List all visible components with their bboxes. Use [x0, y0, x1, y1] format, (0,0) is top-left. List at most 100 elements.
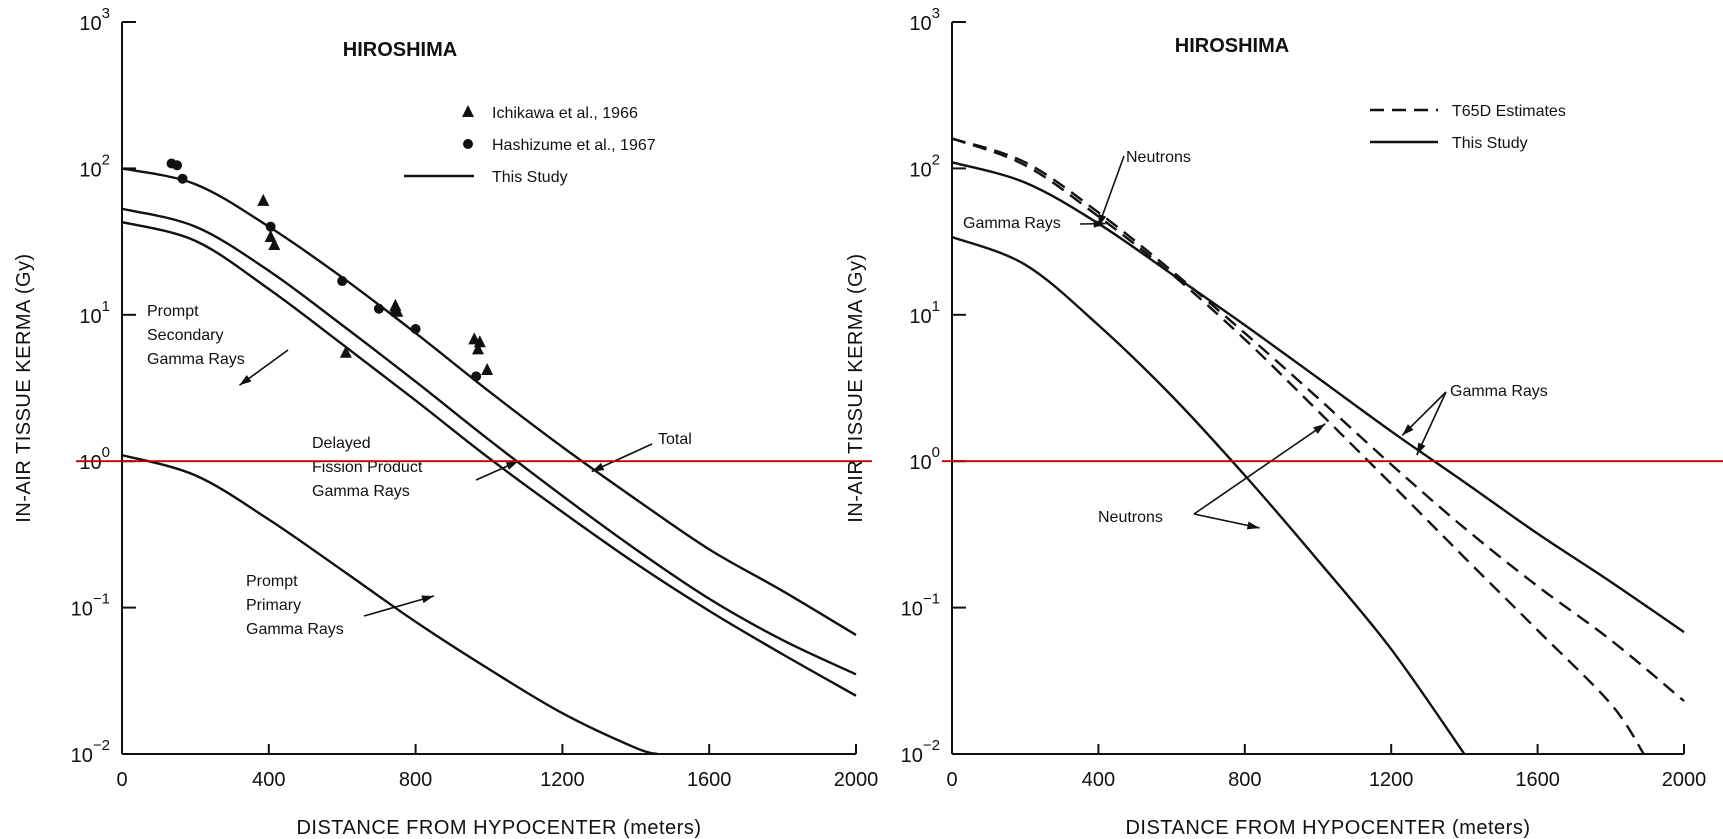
data-point-circle — [337, 276, 348, 287]
y-tick-label: 10−2 — [901, 737, 940, 767]
y-tick-base: 10 — [79, 452, 101, 474]
data-point-circle — [410, 323, 421, 334]
data-point-triangle — [339, 345, 352, 358]
y-tick-exponent: 3 — [932, 5, 940, 22]
x-tick-label: 2000 — [834, 769, 879, 791]
y-tick-base: 10 — [79, 159, 101, 181]
y-tick-label: 10−1 — [71, 591, 110, 621]
data-point-circle — [177, 173, 188, 184]
annotation-arrowhead — [1313, 423, 1326, 434]
y-tick-label: 103 — [909, 5, 940, 35]
x-axis-title: DISTANCE FROM HYPOCENTER (meters) — [296, 817, 701, 839]
y-tick-base: 10 — [909, 159, 931, 181]
y-tick-exponent: 0 — [932, 444, 940, 461]
annotation-label: Neutrons — [1098, 509, 1163, 526]
y-tick-base: 10 — [79, 13, 101, 35]
y-tick-exponent: 1 — [102, 298, 110, 315]
series-line — [951, 161, 1685, 634]
y-tick-label: 101 — [79, 298, 110, 328]
data-point-circle — [265, 221, 276, 232]
series-line — [121, 220, 857, 697]
y-tick-base: 10 — [909, 306, 931, 328]
annotation-label: Gamma Rays — [963, 215, 1061, 232]
annotation-line: Delayed — [312, 435, 371, 452]
y-tick-label: 103 — [79, 5, 110, 35]
data-point-circle — [373, 303, 384, 314]
x-tick-label: 0 — [946, 769, 957, 791]
y-tick-exponent: −1 — [93, 591, 110, 608]
legend-label: T65D Estimates — [1452, 103, 1566, 120]
annotation-line: Primary — [246, 597, 301, 614]
y-tick-label: 10−1 — [901, 591, 940, 621]
legend-label: This Study — [1452, 135, 1528, 152]
series-line — [121, 167, 857, 637]
annotation-pointer — [363, 595, 435, 617]
y-tick-exponent: 1 — [932, 298, 940, 315]
annotation-arrowhead — [1093, 219, 1106, 228]
y-tick-base: 10 — [909, 452, 931, 474]
y-tick-exponent: −1 — [923, 591, 940, 608]
legend-label: This Study — [492, 169, 568, 186]
x-axis-title: DISTANCE FROM HYPOCENTER (meters) — [1125, 817, 1530, 839]
annotation-label: Prompt Primary Gamma Rays — [246, 573, 344, 638]
data-point-triangle — [471, 342, 484, 355]
data-point-triangle — [268, 237, 281, 250]
x-tick-label: 400 — [252, 769, 285, 791]
x-tick-label: 1600 — [687, 769, 732, 791]
x-tick-label: 400 — [1082, 769, 1115, 791]
y-tick-exponent: 3 — [102, 5, 110, 22]
y-tick-label: 10−2 — [71, 737, 110, 767]
annotation-pointer — [1193, 423, 1326, 515]
data-point-triangle — [481, 362, 494, 375]
annotation-label: Neutrons — [1126, 149, 1191, 166]
y-tick-base: 10 — [79, 306, 101, 328]
y-tick-label: 101 — [909, 298, 940, 328]
y-tick-base: 10 — [901, 745, 923, 767]
y-tick-base: 10 — [71, 745, 93, 767]
series-line — [121, 207, 857, 676]
series-line — [951, 235, 1466, 755]
y-tick-exponent: 2 — [932, 151, 940, 168]
annotation-line: Gamma Rays — [246, 621, 344, 638]
annotation-line: Prompt — [147, 303, 199, 320]
data-point-circle — [390, 306, 401, 317]
chart-title: HIROSHIMA — [1175, 35, 1289, 57]
y-tick-exponent: 2 — [102, 151, 110, 168]
legend-triangle-marker — [462, 105, 474, 117]
annotation-label: Gamma Rays — [1450, 383, 1548, 400]
y-tick-exponent: −2 — [923, 737, 940, 754]
x-tick-label: 1200 — [540, 769, 585, 791]
series-line — [951, 137, 1685, 702]
data-point-triangle — [264, 229, 277, 242]
y-tick-label: 100 — [909, 444, 940, 474]
y-tick-exponent: 0 — [102, 444, 110, 461]
annotation-line: Gamma Rays — [147, 351, 245, 368]
y-tick-label: 100 — [79, 444, 110, 474]
x-tick-label: 0 — [116, 769, 127, 791]
chart-title: HIROSHIMA — [343, 39, 457, 61]
x-tick-label: 800 — [1228, 769, 1261, 791]
data-point-circle — [172, 160, 183, 171]
legend-label: Ichikawa et al., 1966 — [492, 105, 638, 122]
series-line — [121, 453, 659, 756]
annotation-label: Delayed Fission Product Gamma Rays — [312, 435, 423, 500]
y-axis-title: IN-AIR TISSUE KERMA (Gy) — [13, 253, 35, 522]
y-tick-exponent: −2 — [93, 737, 110, 754]
y-tick-base: 10 — [909, 13, 931, 35]
annotation-arrowhead — [1246, 521, 1260, 530]
annotation-line: Fission Product — [312, 459, 423, 476]
y-axis-title: IN-AIR TISSUE KERMA (Gy) — [845, 253, 867, 522]
y-tick-base: 10 — [71, 599, 93, 621]
y-tick-label: 102 — [79, 151, 110, 181]
annotation-label: Total — [658, 431, 692, 448]
annotation-arrowhead — [591, 462, 605, 472]
x-tick-label: 1600 — [1515, 769, 1560, 791]
annotation-line: Gamma Rays — [963, 215, 1061, 232]
annotation-line: Neutrons — [1098, 509, 1163, 526]
annotation-line: Neutrons — [1126, 149, 1191, 166]
legend-label: Hashizume et al., 1967 — [492, 137, 656, 154]
annotation-line: Prompt — [246, 573, 298, 590]
